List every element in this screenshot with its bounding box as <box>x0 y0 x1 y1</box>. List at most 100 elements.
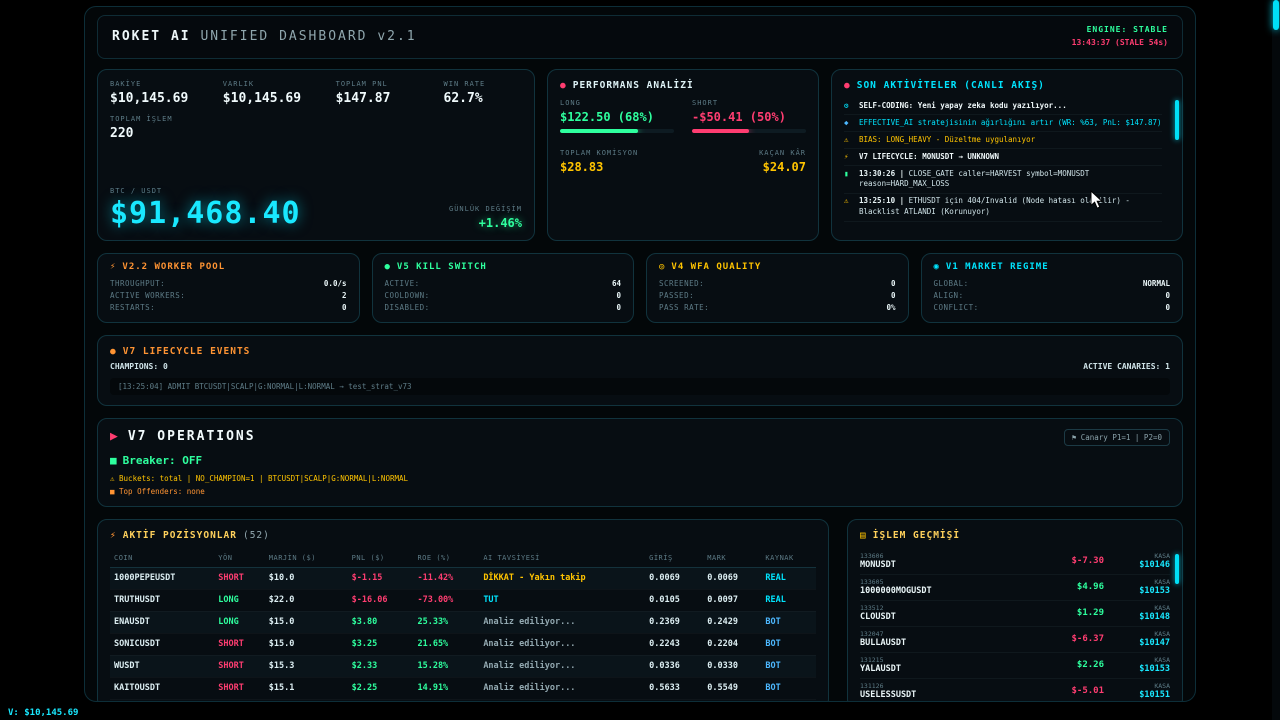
performance-card: ● PERFORMANS ANALİZİ LONG $122.50 (68%) … <box>547 68 819 241</box>
trade-kasa-label: KASA <box>1154 630 1170 639</box>
stat-label: ACTIVE WORKERS: <box>110 290 186 300</box>
short-label: SHORT <box>692 98 719 107</box>
cell-giris: 0.2243 <box>645 633 703 655</box>
cell-marjin: $15.1 <box>265 677 348 699</box>
module-stat: SCREENED: 0 <box>659 278 896 290</box>
cell-yon: SHORT <box>214 677 264 699</box>
app-title: ROKET AI UNIFIED DASHBOARD v2.1 <box>112 29 417 44</box>
history-row: 131126 USELESSUSDT $-5.01 KASA $10151 <box>860 679 1170 701</box>
window-scrollbar-thumb[interactable] <box>1273 0 1279 30</box>
canary-status: Canary P1=1 | P2=0 <box>1080 432 1162 442</box>
cell-mark: 0.0069 <box>703 567 762 590</box>
feed-entry-icon: ▮ <box>844 168 849 178</box>
feed-entry: ▮ 13:30:26 | CLOSE_GATE caller=HARVEST s… <box>844 166 1162 194</box>
cell-ai: TUT <box>479 589 645 611</box>
stat-value: 0 <box>890 290 896 300</box>
col-marjin: MARJİN ($) <box>264 548 348 568</box>
app-header: ROKET AI UNIFIED DASHBOARD v2.1 ENGINE: … <box>97 15 1183 59</box>
trade-symbol: BULLAUSDT <box>860 638 907 649</box>
history-title: İŞLEM GEÇMİŞİ <box>872 529 961 541</box>
stat-value: 220 <box>110 125 134 141</box>
feed-entry: ⚙ SELF-CODING: Yeni yapay zeka kodu yazı… <box>844 99 1162 116</box>
flag-icon: ⚑ <box>1071 432 1077 442</box>
market-regime-icon: ◉ <box>933 261 940 272</box>
cell-giris: 0.0336 <box>645 655 704 678</box>
feed-entry-text: 13:25:10 | ETHUSDT için 404/Invalid (Nod… <box>859 196 1162 218</box>
activity-title-row: ● SON AKTİVİTELER (CANLI AKIŞ) <box>844 80 1170 91</box>
module-title: V2.2 WORKER POOL <box>122 261 226 272</box>
trade-kasa-value: $10153 <box>1139 664 1170 675</box>
lifecycle-log: [13:25:04] ADMIT BTCUSDT|SCALP|G:NORMAL|… <box>110 377 1170 395</box>
trade-info: 133512 CLOUSDT <box>860 604 1069 622</box>
module-stat: PASSED: 0 <box>659 290 896 302</box>
cell-pnl: $3.80 <box>347 611 414 634</box>
stat-label: DISABLED: <box>384 302 430 312</box>
cell-mark: 0.0330 <box>703 655 762 678</box>
col-coin: COIN <box>110 548 215 568</box>
module-card-wfa-quality: ◎ V4 WFA QUALITY SCREENED: 0 PASSED: 0 PAS… <box>646 252 909 323</box>
lifecycle-title: V7 LIFECYCLE EVENTS <box>122 345 251 357</box>
short-progress-fill <box>692 128 749 133</box>
breaker-status: Breaker: OFF <box>122 453 203 467</box>
long-progress-bar <box>560 128 674 133</box>
positions-table[interactable]: COIN YÖN MARJİN ($) PNL ($) ROE (%) AI T… <box>110 548 816 700</box>
missed-profit-label: KAÇAN KÂR <box>759 148 806 157</box>
module-stat: DISABLED: 0 <box>385 302 622 314</box>
col-yon: YÖN <box>214 548 265 568</box>
cell-kaynak: REAL <box>761 567 816 590</box>
cell-pnl: $3.25 <box>348 633 414 655</box>
trade-id: 131126 <box>860 682 884 691</box>
cell-roe: 25.33% <box>413 611 480 634</box>
performance-footer: TOPLAM KOMİSYON $28.83 KAÇAN KÂR $24.07 <box>560 149 806 174</box>
stat-value: 62.7% <box>443 90 483 106</box>
feed-entry-text: SELF-CODING: Yeni yapay zeka kodu yazılı… <box>859 101 1162 112</box>
long-label: LONG <box>560 98 581 107</box>
trade-pnl: $-7.30 <box>1071 556 1104 567</box>
stat-label: TOPLAM PNL <box>335 79 388 88</box>
missed-profit-block: KAÇAN KÂR $24.07 <box>759 149 806 174</box>
buckets-text: Buckets: total | NO_CHAMPION=1 | BTCUSDT… <box>119 473 409 483</box>
history-list[interactable]: 133606 MONUSDT $-7.30 KASA $10146 133605… <box>860 549 1170 701</box>
cell-coin: 1000PEPEUSDT <box>110 567 215 590</box>
commission-block: TOPLAM KOMİSYON $28.83 <box>560 149 638 174</box>
offenders-text: Top Offenders: none <box>119 486 205 496</box>
operations-title: V7 OPERATIONS <box>127 428 256 444</box>
rocket-icon: ▶ <box>110 428 120 444</box>
feed-entry: ⚠ BIAS: LONG_HEAVY - Düzeltme uygulanıyo… <box>844 132 1162 150</box>
champions-count: CHAMPIONS: 0 <box>110 361 168 371</box>
live-feed-icon: ● <box>844 79 851 91</box>
operations-card: ▶ V7 OPERATIONS ⚑ Canary P1=1 | P2=0 ■ B… <box>97 417 1183 507</box>
kill-switch-icon: ● <box>384 261 391 272</box>
cell-yon: SHORT <box>214 633 264 655</box>
feed-entry-message: V7 LIFECYCLE: MONUSDT → UNKNOWN <box>859 151 999 161</box>
stat-value: $10,145.69 <box>222 90 302 106</box>
col-giris: GİRİŞ <box>645 548 704 568</box>
operations-header: ▶ V7 OPERATIONS ⚑ Canary P1=1 | P2=0 <box>110 428 1170 446</box>
cell-pnl: $-16.06 <box>348 589 414 611</box>
trade-pnl: $1.29 <box>1076 608 1104 619</box>
activity-feed[interactable]: ⚙ SELF-CODING: Yeni yapay zeka kodu yazı… <box>844 99 1170 223</box>
positions-title-row: ⚡ AKTİF POZİSYONLAR (52) <box>110 530 816 541</box>
feed-entry: ◆ EFFECTIVE_AI stratejisinin ağırlığını … <box>844 115 1162 133</box>
position-row: TRUTHUSDT LONG $22.0 $-16.06 -73.00% TUT… <box>110 589 816 611</box>
stat-label: CONFLICT: <box>933 302 979 312</box>
stat-toplam-islem: TOPLAM İŞLEM 220 <box>110 115 522 141</box>
change-label: GÜNLÜK DEĞİŞİM <box>448 204 522 213</box>
module-card-market-regime: ◉ V1 MARKET REGIME GLOBAL: NORMAL ALIGN: 0… <box>920 252 1183 323</box>
col-roe: ROE (%) <box>413 548 480 568</box>
cell-marjin: $22.0 <box>265 589 348 611</box>
history-scrollbar-thumb[interactable] <box>1175 553 1179 584</box>
stat-value: 0 <box>890 278 896 288</box>
positions-title: AKTİF POZİSYONLAR <box>122 529 237 541</box>
cell-roe: -73.00% <box>413 589 479 611</box>
stat-value: 0.0/s <box>323 278 347 288</box>
feed-entry-text: EFFECTIVE_AI stratejisinin ağırlığını ar… <box>859 118 1162 129</box>
module-stat: THROUGHPUT: 0.0/s <box>110 278 347 290</box>
module-title-row: ● V5 KILL SWITCH <box>385 262 622 272</box>
window-scrollbar[interactable] <box>1272 0 1280 720</box>
cell-ai: Analiz ediliyor... <box>479 633 645 655</box>
history-icon: ▤ <box>860 529 867 541</box>
feed-entry-icon: ⚠ <box>844 134 849 144</box>
feed-scrollbar-thumb[interactable] <box>1175 99 1179 140</box>
